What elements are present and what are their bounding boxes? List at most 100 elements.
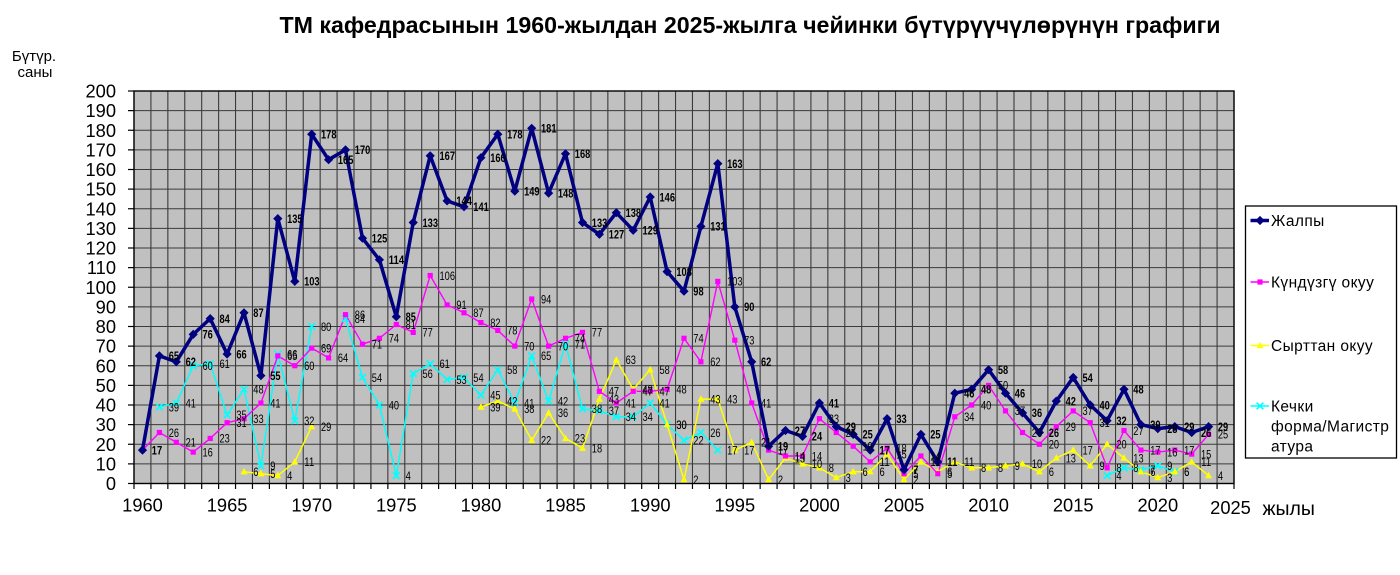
svg-text:47: 47 [643,385,653,399]
svg-text:25: 25 [1218,428,1228,442]
svg-text:форма/Магистр: форма/Магистр [1271,418,1389,435]
svg-text:40: 40 [96,395,116,416]
svg-text:70: 70 [558,339,568,353]
svg-text:0: 0 [106,473,116,494]
svg-text:36: 36 [558,406,568,420]
svg-text:127: 127 [609,228,625,242]
svg-text:29: 29 [1066,420,1076,434]
svg-text:27: 27 [795,424,805,438]
svg-text:30: 30 [96,414,116,435]
svg-text:32: 32 [1116,414,1126,428]
svg-text:18: 18 [896,442,906,456]
svg-text:атура: атура [1271,438,1313,455]
svg-text:14: 14 [812,449,822,463]
svg-text:60: 60 [304,359,314,373]
svg-text:74: 74 [575,332,585,346]
svg-text:103: 103 [727,275,743,289]
svg-text:38: 38 [524,402,534,416]
svg-text:42: 42 [1066,394,1076,408]
svg-text:73: 73 [744,334,754,348]
svg-text:5: 5 [947,467,952,481]
svg-text:34: 34 [626,410,636,424]
svg-text:25: 25 [863,428,873,442]
svg-text:76: 76 [203,328,213,342]
svg-text:42: 42 [558,394,568,408]
svg-text:17: 17 [1083,443,1093,457]
svg-text:1975: 1975 [376,495,417,516]
svg-text:46: 46 [964,387,974,401]
svg-text:48: 48 [643,383,653,397]
svg-text:62: 62 [710,355,720,369]
svg-text:26: 26 [846,426,856,440]
svg-text:25: 25 [930,428,940,442]
svg-text:22: 22 [693,434,703,448]
svg-text:39: 39 [169,400,179,414]
svg-text:1985: 1985 [545,495,586,516]
svg-text:31: 31 [1100,416,1110,430]
svg-text:38: 38 [592,402,602,416]
svg-text:178: 178 [507,128,523,142]
svg-text:34: 34 [643,410,653,424]
svg-text:47: 47 [609,385,619,399]
svg-text:9: 9 [1015,459,1020,473]
svg-text:41: 41 [186,396,196,410]
svg-text:140: 140 [85,198,116,219]
svg-text:4: 4 [287,469,292,483]
svg-text:29: 29 [321,420,331,434]
svg-text:33: 33 [253,412,263,426]
svg-text:108: 108 [676,265,692,279]
svg-text:74: 74 [693,332,703,346]
svg-text:21: 21 [761,436,771,450]
svg-text:15: 15 [896,447,906,461]
svg-text:8: 8 [829,461,834,475]
svg-text:91: 91 [456,298,466,312]
svg-text:1980: 1980 [461,495,502,516]
svg-text:43: 43 [710,392,720,406]
svg-text:65: 65 [169,349,179,363]
svg-text:180: 180 [85,120,116,141]
svg-text:100: 100 [85,277,116,298]
svg-text:82: 82 [490,316,500,330]
svg-text:13: 13 [1133,451,1143,465]
svg-text:40: 40 [1100,398,1110,412]
svg-text:178: 178 [321,128,337,142]
svg-text:17: 17 [727,443,737,457]
svg-text:37: 37 [609,404,619,418]
svg-text:6: 6 [1184,465,1189,479]
svg-text:62: 62 [186,355,196,369]
svg-text:6: 6 [1049,465,1054,479]
svg-text:жылы: жылы [1262,498,1314,520]
svg-text:65: 65 [287,349,297,363]
svg-text:54: 54 [473,371,483,385]
svg-text:2005: 2005 [884,495,925,516]
svg-text:17: 17 [880,443,890,457]
svg-text:8: 8 [998,461,1003,475]
svg-text:45: 45 [490,389,500,403]
svg-text:58: 58 [660,363,670,377]
svg-text:85: 85 [406,310,416,324]
svg-text:6: 6 [947,465,952,479]
svg-text:66: 66 [287,347,297,361]
svg-text:43: 43 [609,392,619,406]
svg-text:Бүтүр.: Бүтүр. [12,48,56,65]
svg-text:19: 19 [778,440,788,454]
svg-text:141: 141 [473,200,489,214]
svg-text:48: 48 [253,383,263,397]
svg-text:15: 15 [1201,447,1211,461]
svg-text:110: 110 [87,257,116,278]
svg-text:29: 29 [846,420,856,434]
svg-text:80: 80 [321,320,331,334]
svg-text:3: 3 [1167,471,1172,485]
svg-text:20: 20 [1049,438,1059,452]
svg-text:46: 46 [1015,387,1025,401]
svg-text:24: 24 [812,430,822,444]
svg-text:43: 43 [727,392,737,406]
svg-text:170: 170 [355,143,371,157]
svg-text:18: 18 [592,442,602,456]
svg-text:13: 13 [795,451,805,465]
svg-text:64: 64 [338,351,348,365]
svg-text:129: 129 [643,224,659,238]
svg-text:190: 190 [85,100,116,121]
svg-text:17: 17 [152,443,162,457]
svg-text:26: 26 [710,426,720,440]
